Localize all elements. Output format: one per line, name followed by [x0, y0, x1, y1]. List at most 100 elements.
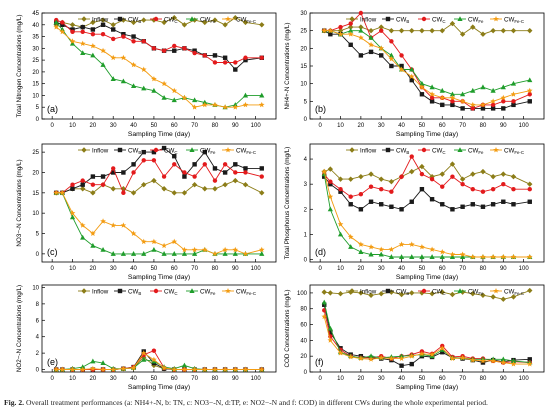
data-point: [259, 92, 265, 98]
legend-label: CWFe: [200, 288, 216, 296]
data-point: [130, 251, 137, 256]
data-point: [337, 176, 344, 182]
data-point: [161, 145, 167, 151]
data-point: [192, 174, 197, 179]
x-tick-label: 100: [519, 376, 530, 382]
data-point: [500, 94, 507, 101]
data-point: [408, 353, 415, 359]
data-point: [232, 251, 238, 256]
data-point: [141, 39, 146, 44]
x-tick-label: 50: [419, 123, 426, 129]
series-line: [323, 302, 530, 363]
data-point: [90, 32, 96, 37]
legend-marker: [385, 16, 391, 22]
data-point: [192, 48, 197, 53]
data-point: [171, 190, 177, 196]
data-point: [470, 106, 475, 111]
data-point: [140, 66, 147, 72]
caption-label: Fig. 2.: [4, 398, 25, 407]
data-point: [171, 87, 178, 94]
data-point: [409, 361, 414, 367]
legend-marker: [117, 288, 123, 294]
data-point: [527, 99, 532, 104]
data-point: [110, 251, 116, 256]
data-point: [212, 166, 218, 171]
x-tick-label: 20: [358, 376, 365, 382]
data-point: [429, 99, 435, 104]
legend-label: CWC: [164, 16, 177, 24]
x-tick-label: 100: [519, 123, 530, 129]
y-tick-label: 10: [32, 211, 39, 217]
legend: Inflow CWB CWC CWFe CWFe-C: [346, 147, 524, 155]
data-point: [130, 83, 137, 89]
x-tick-label: 100: [251, 376, 262, 382]
data-point: [368, 243, 374, 250]
data-point: [111, 36, 116, 42]
data-point: [69, 210, 76, 216]
data-point: [338, 24, 343, 30]
data-point: [527, 92, 532, 97]
x-tick-label: 70: [191, 123, 198, 129]
data-point: [90, 42, 96, 49]
data-point: [398, 27, 405, 34]
data-point: [347, 24, 354, 30]
data-point: [322, 302, 327, 307]
series-cw_fe: [53, 19, 265, 110]
x-tick-label: 80: [212, 123, 219, 129]
data-point: [79, 40, 86, 47]
legend-label: CWB: [396, 147, 409, 155]
data-point: [161, 251, 167, 256]
x-tick-label: 50: [151, 266, 158, 272]
data-point: [429, 246, 435, 252]
y-axis-label: NO3−-N Concentrations (mg/L): [16, 159, 23, 246]
data-point: [379, 202, 384, 207]
data-point: [409, 290, 415, 296]
data-point: [242, 101, 249, 108]
y-tick-label: 0: [36, 252, 40, 258]
data-point: [459, 354, 466, 361]
legend-marker: [117, 147, 123, 153]
data-point: [110, 186, 116, 192]
data-point: [172, 43, 177, 49]
data-point: [511, 186, 516, 192]
data-point: [527, 357, 532, 362]
data-point: [368, 49, 374, 55]
data-point: [120, 54, 127, 61]
legend: Inflow CWB CWC CWFe CWFe-C: [346, 288, 524, 296]
data-point: [526, 87, 533, 94]
data-point: [259, 190, 265, 196]
data-point: [337, 31, 344, 37]
series-line: [56, 19, 262, 63]
data-point: [439, 289, 445, 295]
data-point: [182, 174, 187, 179]
legend-label: CWFe-C: [236, 288, 256, 296]
x-tick-label: 80: [212, 376, 219, 382]
series-cw_fe-c: [321, 27, 533, 108]
y-axis-label: Total Phosphorus Concentrations (mg/L): [284, 147, 291, 260]
series-cw_fe-c: [53, 350, 265, 372]
legend-marker: [457, 16, 463, 21]
data-point: [120, 78, 126, 84]
data-point: [501, 99, 506, 104]
y-tick-label: 35: [32, 35, 39, 41]
data-point: [358, 241, 364, 247]
data-point: [429, 197, 435, 202]
data-point: [70, 186, 75, 191]
panel-label: (d): [315, 247, 326, 257]
data-point: [358, 192, 364, 197]
data-point: [121, 170, 126, 175]
data-point: [90, 174, 96, 179]
legend-marker: [421, 147, 427, 153]
data-point: [79, 222, 86, 228]
data-point: [151, 158, 157, 163]
data-point: [90, 27, 96, 32]
data-point: [130, 19, 137, 26]
x-tick-label: 90: [232, 123, 239, 129]
data-point: [110, 222, 117, 228]
data-point: [243, 57, 248, 63]
plot-frame: [41, 12, 277, 120]
data-point: [348, 202, 353, 207]
data-point: [338, 186, 343, 192]
data-point: [470, 202, 475, 207]
data-point: [449, 161, 456, 167]
